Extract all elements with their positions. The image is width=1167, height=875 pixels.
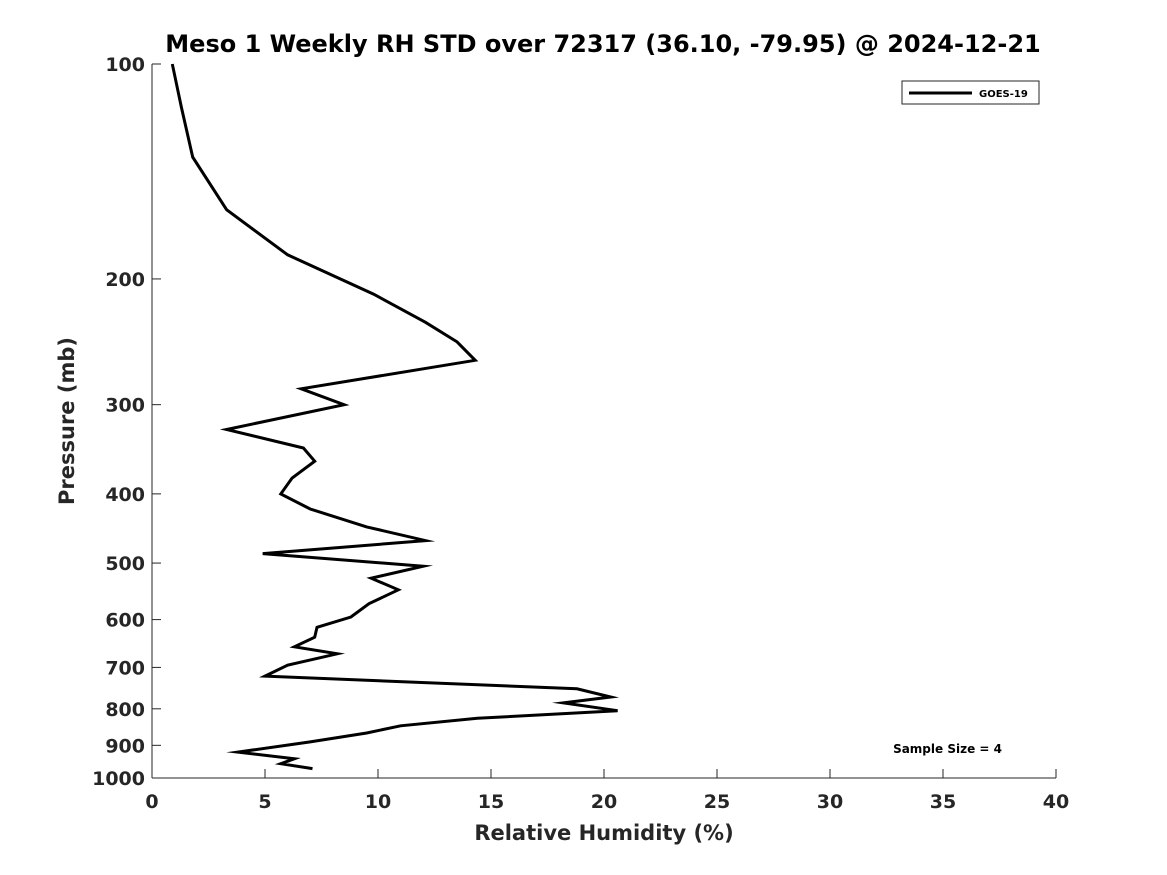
y-axis-label: Pressure (mb) — [55, 337, 79, 505]
x-tick-label: 20 — [591, 791, 617, 813]
series-layer — [170, 63, 620, 771]
y-tick-label: 100 — [105, 54, 145, 76]
x-tick-label: 5 — [258, 791, 271, 813]
y-tick-label: 900 — [105, 735, 145, 757]
y-tick-label: 1000 — [92, 768, 145, 790]
y-tick-label: 200 — [105, 269, 145, 291]
x-tick-label: 25 — [704, 791, 730, 813]
y-tick-label: 700 — [105, 657, 145, 679]
annotations-layer: Sample Size = 4 — [893, 742, 1002, 756]
y-tick-label: 300 — [105, 395, 145, 417]
chart-title: Meso 1 Weekly RH STD over 72317 (36.10, … — [165, 30, 1040, 58]
legend-entry-label: GOES-19 — [979, 89, 1028, 100]
x-tick-label: 30 — [817, 791, 843, 813]
x-axis-label: Relative Humidity (%) — [474, 821, 733, 845]
y-tick-label: 800 — [105, 699, 145, 721]
x-axis-ticks: 0 5 10 15 20 25 30 35 40 — [145, 769, 1069, 813]
y-tick-label: 400 — [105, 484, 145, 506]
x-tick-label: 0 — [145, 791, 158, 813]
x-tick-label: 15 — [478, 791, 504, 813]
sample-size-annotation: Sample Size = 4 — [893, 742, 1002, 756]
x-tick-label: 40 — [1043, 791, 1069, 813]
y-tick-label: 500 — [105, 553, 145, 575]
y-axis-ticks: 100 200 300 400 500 600 700 800 900 1000 — [92, 54, 161, 790]
series-line-goes-19 — [170, 63, 620, 771]
x-tick-label: 10 — [365, 791, 391, 813]
x-tick-label: 35 — [930, 791, 956, 813]
legend: GOES-19 — [901, 80, 1040, 105]
y-tick-label: 600 — [105, 610, 145, 632]
